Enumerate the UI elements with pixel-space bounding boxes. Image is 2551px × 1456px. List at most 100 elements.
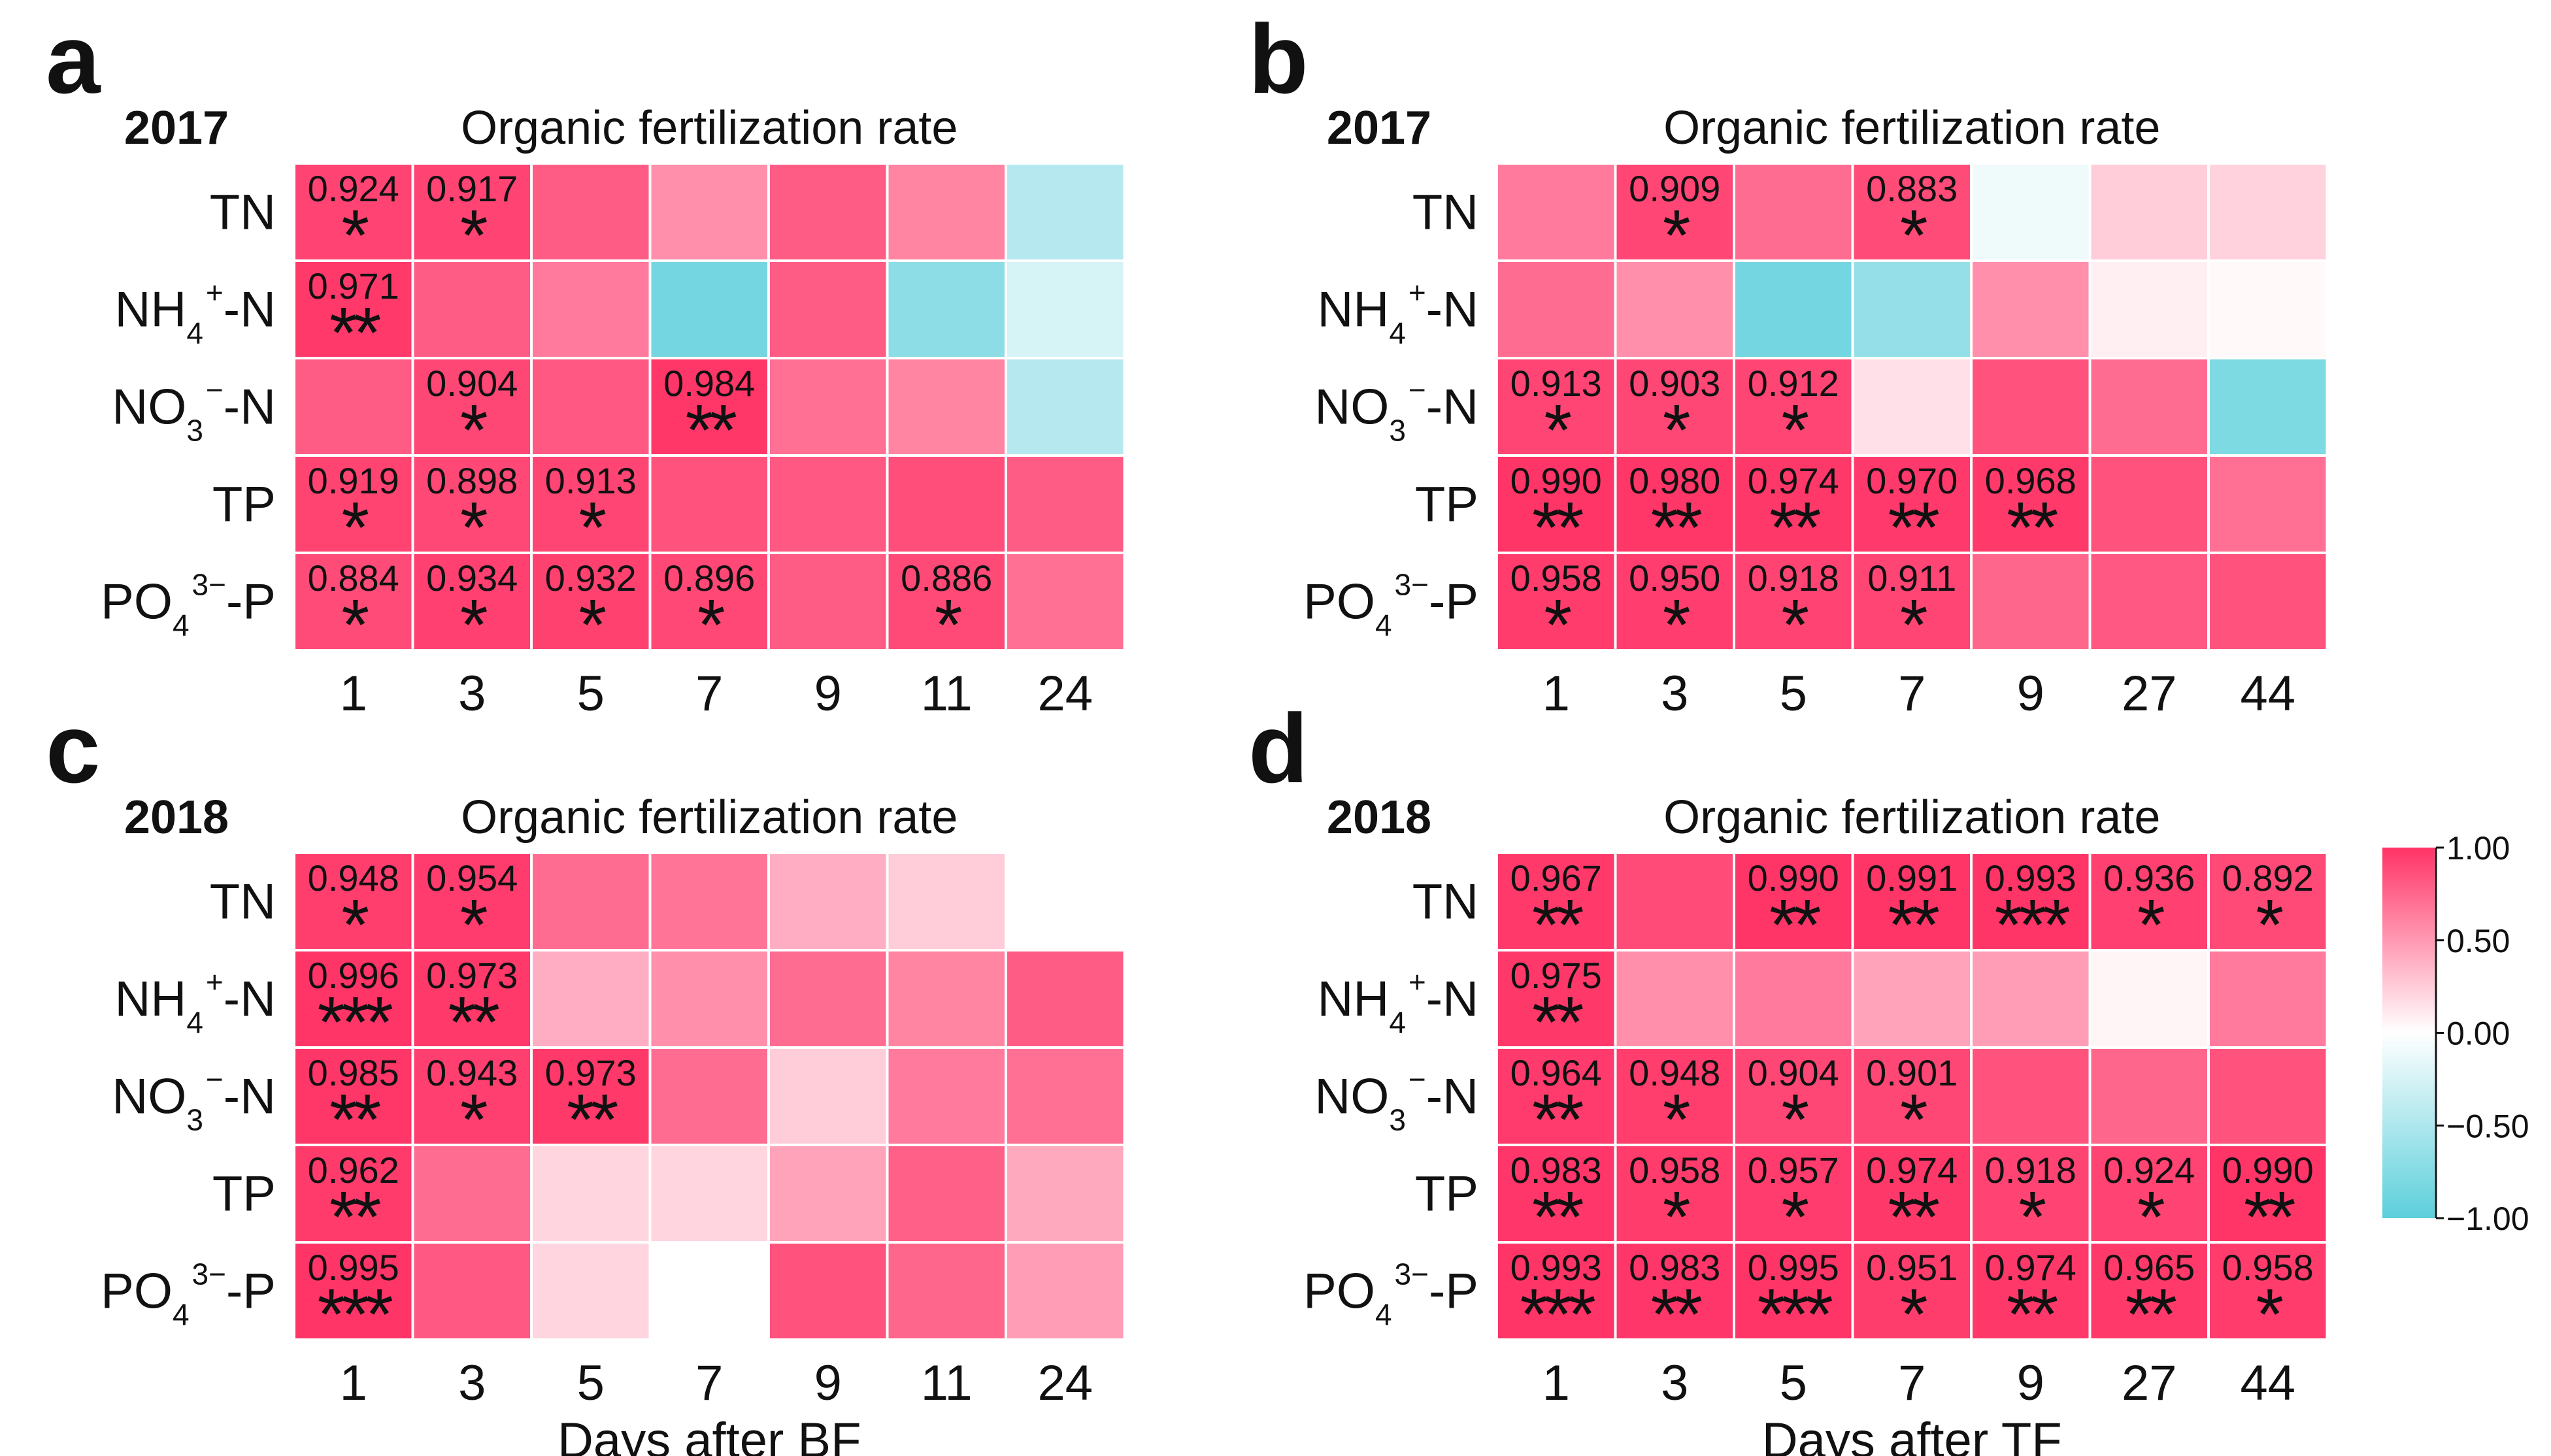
cell-value-label: 0.913 — [1510, 363, 1602, 404]
heatmap-cell — [2207, 162, 2329, 262]
cell-value-label: 0.984 — [663, 363, 755, 404]
cell-rect — [411, 949, 533, 1049]
x-tick-label: 24 — [1037, 1355, 1093, 1411]
cell-rect — [2088, 552, 2210, 652]
cell-value-label: 0.924 — [2103, 1150, 2195, 1191]
cell-rect — [411, 1144, 533, 1244]
row-label: NO3−-N — [112, 1063, 276, 1137]
panel-year: 2018 — [124, 791, 229, 844]
heatmap-cell: 0.917* — [411, 162, 533, 276]
heatmap-cell — [648, 949, 770, 1049]
row-label: NH4+-N — [115, 965, 276, 1040]
heatmap-cell: 0.993*** — [1970, 852, 2092, 965]
cell-value-label: 0.962 — [308, 1150, 399, 1191]
row-label: NH4+-N — [115, 276, 276, 350]
heatmap-cell: 0.918* — [1970, 1144, 2092, 1257]
row-label: PO43−-P — [1303, 568, 1478, 642]
row-label-subscript: 3 — [186, 414, 203, 448]
colorbar-tick-label: 1.00 — [2446, 830, 2510, 867]
heatmap-cell: 0.993*** — [1495, 1241, 1617, 1355]
heatmap-cell: 0.991** — [1851, 852, 1973, 965]
significance-stars: *** — [1520, 1274, 1596, 1355]
heatmap-cell — [2207, 552, 2329, 652]
x-tick-label: 7 — [1898, 1355, 1926, 1411]
panel-letter: c — [46, 693, 100, 803]
cell-value-label: 0.892 — [2222, 857, 2314, 899]
heatmap-cell — [886, 949, 1007, 1049]
cell-value-label: 0.964 — [1510, 1052, 1602, 1093]
heatmap-cell — [1614, 949, 1735, 1049]
cell-rect — [886, 1241, 1007, 1341]
cell-rect — [767, 454, 889, 554]
heatmap-cell — [1005, 949, 1126, 1049]
cell-rect — [1495, 1241, 1617, 1341]
cell-value-label: 0.912 — [1748, 363, 1839, 404]
cell-rect — [293, 357, 414, 457]
x-tick-label: 5 — [1780, 666, 1807, 721]
row-label-superscript: 3− — [192, 1257, 226, 1291]
heatmap-cell — [2088, 1046, 2210, 1146]
heatmap-cell: 0.903* — [1614, 357, 1735, 471]
heatmap-cell: 0.909* — [1614, 162, 1735, 276]
row-label: TP — [212, 477, 276, 533]
cell-rect — [2088, 1241, 2210, 1341]
heatmap-cell — [886, 259, 1007, 359]
cell-rect — [530, 1144, 652, 1244]
heatmap-cell: 0.974** — [1851, 1144, 1973, 1257]
cell-rect — [648, 162, 770, 262]
heatmap-cell — [1970, 552, 2092, 652]
heatmap-cell: 0.995*** — [293, 1241, 414, 1355]
heatmap-cell: 0.983** — [1614, 1241, 1735, 1355]
cell-rect — [1733, 357, 1854, 457]
cell-rect — [886, 949, 1007, 1049]
cell-rect — [1495, 454, 1617, 554]
cell-value-label: 0.886 — [901, 557, 992, 599]
row-label: TN — [1412, 874, 1478, 930]
cell-rect — [2207, 162, 2329, 262]
cell-value-label: 0.919 — [308, 460, 399, 501]
heatmap-cell: 0.912* — [1733, 357, 1854, 471]
row-label-subscript: 4 — [1375, 1298, 1392, 1332]
heatmap-cell — [411, 1144, 533, 1244]
heatmap-cell: 0.951* — [1851, 1241, 1973, 1355]
heatmap-cell — [2207, 1046, 2329, 1146]
cell-value-label: 0.948 — [1629, 1052, 1720, 1093]
cell-rect — [530, 259, 652, 359]
row-label: TP — [1415, 1166, 1478, 1222]
cell-rect — [767, 259, 889, 359]
heatmap-cell: 0.943* — [411, 1046, 533, 1160]
heatmap-cell: 0.904* — [1733, 1046, 1854, 1160]
heatmap-cell — [530, 259, 652, 359]
panel-letter: b — [1248, 4, 1309, 114]
significance-stars: * — [697, 585, 725, 665]
cell-value-label: 0.980 — [1629, 460, 1720, 501]
heatmap-cell — [1005, 454, 1126, 554]
row-label-base: TP — [1415, 477, 1478, 533]
heatmap-cell — [886, 162, 1007, 262]
panel-year: 2018 — [1327, 791, 1431, 844]
x-axis-label: Days after BF — [558, 1413, 861, 1456]
cell-rect — [1005, 162, 1126, 262]
cell-rect — [1851, 357, 1973, 457]
x-tick-label: 7 — [695, 1355, 723, 1411]
cell-rect — [293, 454, 414, 554]
heatmap-cell — [767, 259, 889, 359]
heatmap-cell — [1005, 552, 1126, 652]
cell-rect — [886, 1046, 1007, 1146]
row-label-base: TN — [1412, 185, 1478, 240]
cell-rect — [1851, 1241, 1973, 1341]
heatmap-cell — [2207, 454, 2329, 554]
heatmap-cell — [530, 852, 652, 951]
heatmap-cell — [2088, 259, 2210, 359]
cell-rect — [1005, 852, 1126, 951]
x-tick-label: 3 — [1661, 1355, 1688, 1411]
cell-rect — [1851, 552, 1973, 652]
row-label: PO43−-P — [101, 568, 276, 642]
x-tick-label: 11 — [921, 666, 973, 721]
row-label: PO43−-P — [1303, 1257, 1478, 1332]
heatmap-cell — [886, 1241, 1007, 1341]
x-tick-label: 1 — [340, 1355, 367, 1411]
heatmap-cell: 0.919* — [293, 454, 414, 568]
